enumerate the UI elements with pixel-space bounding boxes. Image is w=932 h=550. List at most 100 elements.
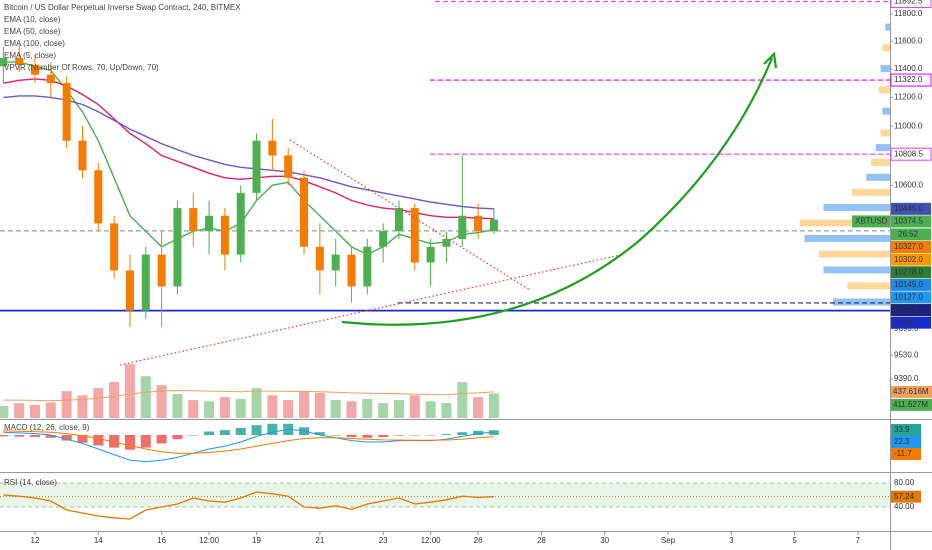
macd-value-box (891, 448, 921, 460)
volume-bar (45, 402, 56, 418)
macd-value-label: -11.7 (894, 449, 912, 458)
volume-label: 411.627M (893, 400, 928, 409)
back-layer (0, 0, 890, 508)
y-tick-label: 9530.0 (894, 350, 919, 359)
indicator-legend: EMA (5, close) (4, 51, 56, 60)
vpvr-bar (818, 250, 890, 258)
price-label: 10278.0 (894, 267, 923, 276)
volume-label-box (891, 398, 932, 411)
y-tick-label: 11800.0 (894, 9, 923, 18)
y-tick-label: 11200.0 (894, 92, 923, 101)
vpvr-bar (882, 107, 890, 115)
macd-histogram-bar (30, 435, 40, 437)
candle-body (379, 231, 388, 247)
volume-ma-label-box (891, 385, 932, 398)
macd-histogram-bar (362, 435, 373, 438)
macd-histogram-bar (140, 435, 151, 448)
rsi-title: RSI (14, close) (4, 478, 57, 487)
volume-bar (457, 382, 468, 418)
price-label: 11892.5 (894, 0, 923, 6)
volume-bar (204, 401, 215, 418)
vpvr-bar (880, 129, 890, 137)
volume-bar (346, 401, 357, 418)
price-label-box (891, 215, 931, 228)
macd-histogram-bar (172, 435, 183, 440)
volume-bar (77, 395, 88, 418)
price-label: 10374.5 (894, 217, 923, 226)
x-tick-label: 23 (379, 536, 388, 545)
macd-histogram-bar (267, 423, 278, 435)
x-tick-label: 14 (94, 536, 103, 545)
volume-bar (109, 382, 120, 418)
x-tick-label: 7 (856, 536, 861, 545)
macd-value-label: 33.9 (894, 425, 910, 434)
macd-histogram-bar (0, 435, 9, 437)
countdown-box (891, 228, 931, 241)
vpvr-bar (823, 204, 890, 212)
rsi-value-box (891, 490, 921, 503)
macd-histogram-bar (441, 434, 452, 435)
candle-body (125, 270, 134, 311)
y-tick-label: 10600.0 (894, 180, 923, 189)
x-tick-label: 5 (792, 536, 797, 545)
candle-body (284, 155, 293, 178)
volume-bar (61, 391, 72, 418)
volume-ma-label: 437.616M (893, 387, 929, 396)
macd-histogram-bar (14, 435, 25, 437)
x-tick-label: 21 (315, 536, 324, 545)
candle-body (62, 83, 71, 141)
indicator-legend: EMA (10, close) (4, 15, 61, 24)
volume-ma-line (3, 389, 494, 402)
price-label-box (891, 241, 931, 254)
symbol-box (852, 215, 890, 228)
macd-histogram-bar (235, 428, 246, 435)
volume-bar (0, 406, 9, 418)
x-tick-label: 16 (157, 536, 166, 545)
candle-body (331, 254, 340, 271)
macd-histogram-bar (473, 430, 484, 435)
rsi-tick-label: 40.00 (894, 502, 915, 511)
y-tick-label: 11600.0 (894, 36, 923, 45)
candle-body (173, 208, 182, 287)
x-tick-label: 30 (600, 536, 609, 545)
macd-title: MACD (12, 26, close, 9) (4, 423, 90, 432)
candle-body (489, 219, 498, 232)
price-label-box (891, 266, 931, 279)
trend-line (119, 254, 621, 366)
candle-body (347, 254, 356, 287)
candle-body (141, 254, 150, 311)
indicator-legend: EMA (100, close) (4, 39, 65, 48)
candle-body (157, 254, 166, 287)
price-label: 10445.0 (894, 204, 923, 213)
candle-body (236, 192, 245, 255)
price-label-box (891, 291, 931, 304)
candle-body (410, 208, 419, 263)
macd-histogram-bar (219, 430, 230, 435)
macd-histogram-bar (330, 435, 341, 436)
macd-histogram-bar (314, 432, 325, 435)
vpvr-bar (833, 298, 890, 306)
macd-histogram-bar (409, 435, 420, 436)
candle-body (189, 208, 198, 232)
volume-bar (441, 403, 452, 418)
macd-histogram-bar (61, 435, 72, 441)
vpvr-bar (880, 65, 890, 73)
vpvr-bar (847, 282, 890, 290)
price-label-box (891, 316, 931, 329)
x-tick-label: 3 (729, 536, 734, 545)
ema-line (3, 95, 494, 210)
macd-value-box (891, 436, 921, 448)
price-label-box (891, 304, 931, 317)
volume-bar (219, 397, 230, 418)
price-label: 10127.0 (894, 293, 923, 302)
candle-body (78, 140, 87, 171)
volume-bar (14, 403, 25, 418)
signal-line (3, 430, 494, 454)
price-label: 9800.0 (894, 318, 919, 327)
macd-histogram-bar (77, 435, 88, 443)
volume-bar (124, 364, 135, 418)
price-label: 10327.0 (894, 242, 923, 251)
chart-title: Bitcoin / US Dollar Perpetual Inverse Sw… (4, 3, 241, 12)
volume-bar (188, 400, 199, 418)
